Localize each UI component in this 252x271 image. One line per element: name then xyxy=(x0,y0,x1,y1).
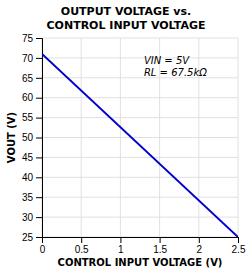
y-axis-title: VOUT (V) xyxy=(6,112,17,163)
y-axis: 25 30 35 40 45 50 55 60 65 70 75 xyxy=(22,33,43,243)
grid-line xyxy=(42,137,238,138)
x-axis: 0 0.5 1 1.5 2 2.5 xyxy=(40,237,246,255)
grid-line xyxy=(42,177,238,178)
tick-label: 50 xyxy=(22,132,34,143)
line xyxy=(42,54,238,237)
tick-mark xyxy=(36,98,42,99)
tick: 2.5 xyxy=(232,237,246,255)
tick-mark xyxy=(36,197,42,198)
tick-label: 0 xyxy=(40,244,46,255)
tick-mark xyxy=(36,78,42,79)
plot: 0 0.5 1 1.5 2 2.5 25 30 35 40 45 50 55 60 65 70 75 VIN = … xyxy=(22,33,246,255)
tick-label: 1.5 xyxy=(153,244,167,255)
grid-line xyxy=(42,97,238,98)
tick-mark xyxy=(36,237,42,238)
tick: 60 xyxy=(22,92,42,103)
tick-label: 0.5 xyxy=(75,244,89,255)
grid-line xyxy=(42,157,238,158)
tick-mark xyxy=(36,157,42,158)
tick-label: 75 xyxy=(22,33,34,44)
annotation: RL = 67.5kΩ xyxy=(144,67,207,78)
tick-mark xyxy=(81,237,82,243)
tick-mark xyxy=(36,118,42,119)
grid-line xyxy=(42,77,238,78)
tick-mark xyxy=(160,237,161,243)
tick-mark xyxy=(36,217,42,218)
tick-label: 40 xyxy=(22,172,34,183)
tick-mark xyxy=(36,138,42,139)
tick-label: 45 xyxy=(22,152,34,163)
tick-mark xyxy=(36,177,42,178)
grid-line xyxy=(42,117,238,118)
tick: 25 xyxy=(22,232,42,243)
tick-mark xyxy=(36,38,42,39)
tick: 1 xyxy=(118,237,124,255)
annotation: VIN = 5V xyxy=(144,55,190,66)
tick: 40 xyxy=(22,172,42,183)
tick-label: 70 xyxy=(22,53,34,64)
tick-mark xyxy=(238,237,239,243)
tick: 50 xyxy=(22,132,42,143)
tick: 70 xyxy=(22,53,42,64)
tick: 45 xyxy=(22,152,42,163)
tick: 30 xyxy=(22,212,42,223)
grid-line xyxy=(42,217,238,218)
tick-label: 55 xyxy=(22,112,34,123)
grid xyxy=(42,38,238,237)
chart: 0 0.5 1 1.5 2 2.5 25 30 35 40 45 50 55 60 65 70 75 VIN = … xyxy=(0,0,252,271)
tick-label: 65 xyxy=(22,73,34,84)
tick: 1.5 xyxy=(153,237,167,255)
tick: 65 xyxy=(22,73,42,84)
tick-mark xyxy=(120,237,121,243)
tick-label: 60 xyxy=(22,92,34,103)
x-axis-title: CONTROL INPUT VOLTAGE (V) xyxy=(58,257,223,268)
title: OUTPUT VOLTAGE vs.CONTROL INPUT VOLTAGE xyxy=(47,5,206,32)
tick: 35 xyxy=(22,192,42,203)
marks xyxy=(42,54,238,237)
tick-label: 2 xyxy=(197,244,203,255)
axis-line xyxy=(43,238,239,244)
tick-label: 1 xyxy=(118,244,124,255)
axis-line xyxy=(36,39,43,238)
tick: 0.5 xyxy=(75,237,89,255)
tick-label: 35 xyxy=(22,192,34,203)
tick-mark xyxy=(36,58,42,59)
tick: 75 xyxy=(22,33,42,44)
grid-line xyxy=(42,57,238,58)
tick: 55 xyxy=(22,112,42,123)
tick-label: 2.5 xyxy=(232,244,246,255)
tick-label: 30 xyxy=(22,212,34,223)
tick-label: 25 xyxy=(22,232,34,243)
tick: 0 xyxy=(40,237,46,255)
grid-line xyxy=(42,197,238,198)
tick: 2 xyxy=(197,237,203,255)
tick-mark xyxy=(199,237,200,243)
grid-line xyxy=(42,38,238,39)
